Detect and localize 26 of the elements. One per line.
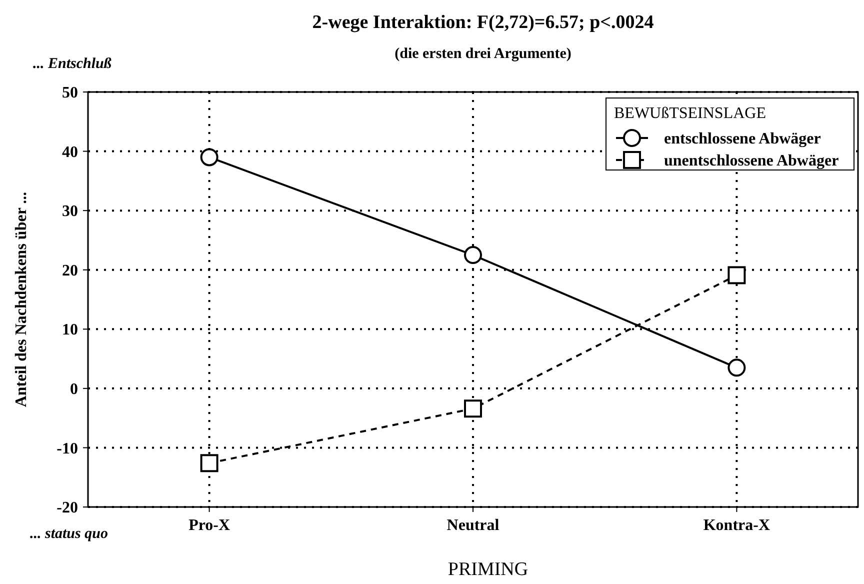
y-tick-label: 40 bbox=[62, 144, 78, 161]
y-tick-label: 10 bbox=[62, 322, 78, 339]
chart-subtitle: (die ersten drei Argumente) bbox=[394, 46, 572, 62]
y-tick-label: -20 bbox=[56, 500, 78, 517]
y-tick-label: -10 bbox=[56, 440, 78, 458]
text: ... status quo bbox=[30, 526, 108, 542]
chart-title: 2-wege Interaktion: F(2,72)=6.57; p<.0024 bbox=[312, 12, 654, 33]
x-tick-label: Neutral bbox=[446, 517, 500, 534]
point bbox=[728, 266, 746, 284]
x-tick-label: Pro-X bbox=[188, 517, 230, 534]
y-tick-label: 50 bbox=[62, 84, 78, 102]
point bbox=[464, 400, 482, 418]
point bbox=[200, 454, 218, 472]
y-tick-label: 0 bbox=[70, 381, 78, 398]
y-tick-label: 30 bbox=[62, 203, 78, 220]
text: ... Entschluß bbox=[33, 56, 112, 72]
x-axis-title: PRIMING bbox=[448, 559, 528, 580]
y-tick-label: 20 bbox=[62, 262, 78, 280]
legend-label: unentschlossene Abwäger bbox=[664, 152, 839, 170]
point bbox=[464, 246, 482, 264]
legend-title: BEWUßTSEINSLAGE bbox=[614, 105, 766, 122]
legend-label: entschlossene Abwäger bbox=[664, 130, 821, 148]
x-tick-label: Kontra-X bbox=[703, 517, 770, 534]
point bbox=[728, 358, 746, 377]
point bbox=[200, 148, 218, 166]
y-axis-title: Anteil des Nachdenkens über ... bbox=[13, 192, 30, 408]
